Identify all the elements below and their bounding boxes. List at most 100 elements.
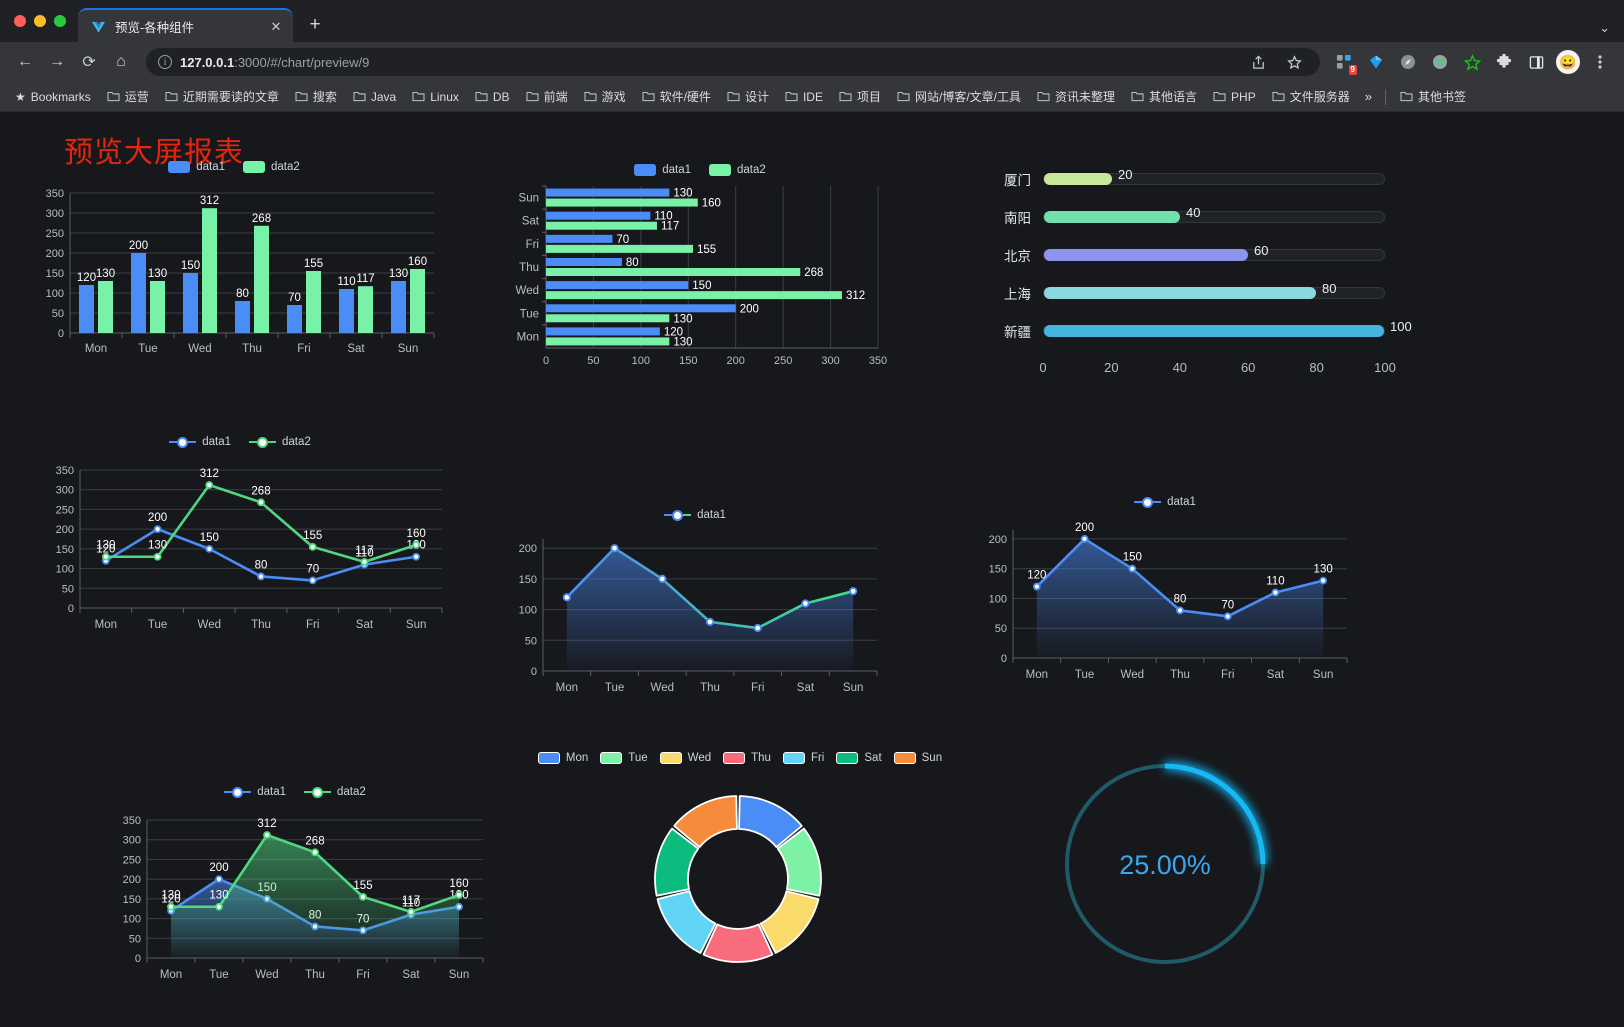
bookmark-item[interactable]: 文件服务器 xyxy=(1265,85,1357,108)
bar[interactable] xyxy=(546,268,801,276)
data-point[interactable] xyxy=(705,617,715,626)
pie-slice[interactable] xyxy=(776,827,822,897)
data-point[interactable] xyxy=(610,544,619,553)
new-tab-button[interactable]: + xyxy=(309,14,321,35)
data-point[interactable] xyxy=(1080,535,1089,543)
bar[interactable] xyxy=(202,208,217,333)
legend-item[interactable]: Thu xyxy=(723,752,771,764)
extension-grid-icon[interactable]: 9 xyxy=(1330,48,1358,76)
progress-track[interactable]: 80 xyxy=(1043,281,1385,299)
bar[interactable] xyxy=(546,337,670,346)
data-point[interactable] xyxy=(1032,582,1041,591)
back-button[interactable]: ← xyxy=(17,53,33,70)
bar[interactable] xyxy=(79,285,94,333)
bookmark-item[interactable]: 运营 xyxy=(100,85,156,108)
bar[interactable] xyxy=(546,304,736,313)
pie-slice[interactable] xyxy=(702,923,774,963)
bookmark-item[interactable]: 网站/博客/文章/工具 xyxy=(890,85,1028,108)
data-point[interactable] xyxy=(359,892,367,901)
bar[interactable] xyxy=(546,221,657,230)
data-point[interactable] xyxy=(167,902,175,911)
data-point[interactable] xyxy=(101,552,110,561)
diamond-icon[interactable] xyxy=(1362,48,1390,76)
legend-item[interactable]: data2 xyxy=(709,164,766,176)
bookmark-item[interactable]: 其他语言 xyxy=(1124,85,1204,108)
progress-track[interactable]: 40 xyxy=(1043,205,1385,223)
bookmark-item[interactable]: IDE xyxy=(778,87,830,107)
bookmark-item[interactable]: 项目 xyxy=(832,85,888,108)
share-icon[interactable] xyxy=(1244,48,1272,76)
legend-item[interactable]: data1 xyxy=(1134,496,1196,508)
data-point[interactable] xyxy=(153,552,162,561)
bookmark-item[interactable]: 游戏 xyxy=(577,85,633,108)
bookmark-item[interactable]: 搜索 xyxy=(288,85,344,108)
legend-item[interactable]: Sat xyxy=(836,752,882,764)
address-bar[interactable]: i 127.0.0.1:3000/#/chart/preview/9 xyxy=(146,48,1320,76)
bar[interactable] xyxy=(183,273,198,333)
site-info-icon[interactable]: i xyxy=(158,55,172,69)
pie-slice[interactable] xyxy=(759,890,820,954)
data-point[interactable] xyxy=(1223,612,1232,621)
bookmark-item[interactable]: 近期需要读的文章 xyxy=(158,85,286,108)
bar[interactable] xyxy=(546,244,694,253)
bar[interactable] xyxy=(546,198,698,207)
data-point[interactable] xyxy=(1176,606,1184,615)
bar[interactable] xyxy=(546,314,670,323)
profile-avatar-icon[interactable]: 😀 xyxy=(1554,48,1582,76)
data-point[interactable] xyxy=(308,576,317,585)
bar[interactable] xyxy=(546,291,842,300)
legend-item[interactable]: Mon xyxy=(537,752,588,764)
close-window-button[interactable] xyxy=(14,15,26,27)
star-outline-green-icon[interactable] xyxy=(1458,48,1486,76)
bookmark-item[interactable]: Linux xyxy=(405,87,466,107)
bar[interactable] xyxy=(546,327,660,336)
bar[interactable] xyxy=(235,301,250,333)
progress-track[interactable]: 20 xyxy=(1043,167,1385,185)
bar[interactable] xyxy=(546,211,651,220)
bar[interactable] xyxy=(546,188,670,197)
minimize-window-button[interactable] xyxy=(34,15,46,27)
bookmark-item[interactable]: 设计 xyxy=(720,85,776,108)
legend-item[interactable]: data1 xyxy=(169,436,231,448)
data-point[interactable] xyxy=(1271,588,1280,597)
bar[interactable] xyxy=(391,281,406,333)
bookmark-star-icon[interactable] xyxy=(1280,48,1308,76)
bookmark-item[interactable]: Java xyxy=(346,87,403,107)
progress-track[interactable]: 60 xyxy=(1043,243,1385,261)
home-button[interactable]: ⌂ xyxy=(116,53,126,70)
data-point[interactable] xyxy=(153,525,162,534)
legend-item[interactable]: data1 xyxy=(634,164,691,176)
pie-slice[interactable] xyxy=(738,795,803,848)
data-point[interactable] xyxy=(205,544,214,553)
pie-slice[interactable] xyxy=(656,890,717,954)
bar[interactable] xyxy=(410,269,425,333)
bar[interactable] xyxy=(131,253,146,333)
data-point[interactable] xyxy=(215,875,223,884)
close-tab-button[interactable]: ✕ xyxy=(270,18,282,34)
bookmark-item[interactable]: 软件/硬件 xyxy=(635,85,718,108)
chevron-down-icon[interactable]: ⌄ xyxy=(1599,20,1610,35)
data-point[interactable] xyxy=(215,902,223,911)
legend-item[interactable]: Fri xyxy=(782,752,824,764)
bar[interactable] xyxy=(306,271,321,333)
legend-item[interactable]: data2 xyxy=(249,436,311,448)
legend-item[interactable]: data2 xyxy=(243,161,300,173)
bookmark-item[interactable]: PHP xyxy=(1206,87,1263,107)
progress-track[interactable]: 100 xyxy=(1043,319,1412,337)
bar[interactable] xyxy=(98,281,113,333)
bookmark-item[interactable]: 资讯未整理 xyxy=(1030,85,1122,108)
legend-item[interactable]: data1 xyxy=(224,786,286,798)
data-point[interactable] xyxy=(562,593,571,602)
data-point[interactable] xyxy=(263,831,271,839)
bar[interactable] xyxy=(358,286,373,333)
legend-item[interactable]: data2 xyxy=(304,786,366,798)
data-point[interactable] xyxy=(360,557,369,566)
data-point[interactable] xyxy=(801,599,810,608)
sidepanel-icon[interactable] xyxy=(1522,48,1550,76)
bookmark-item[interactable]: DB xyxy=(468,87,517,107)
legend-item[interactable]: Tue xyxy=(600,752,648,764)
forward-button[interactable]: → xyxy=(49,53,65,70)
data-point[interactable] xyxy=(658,574,667,584)
maximize-window-button[interactable] xyxy=(54,15,66,27)
other-bookmarks-folder[interactable]: 其他书签 xyxy=(1393,85,1473,108)
